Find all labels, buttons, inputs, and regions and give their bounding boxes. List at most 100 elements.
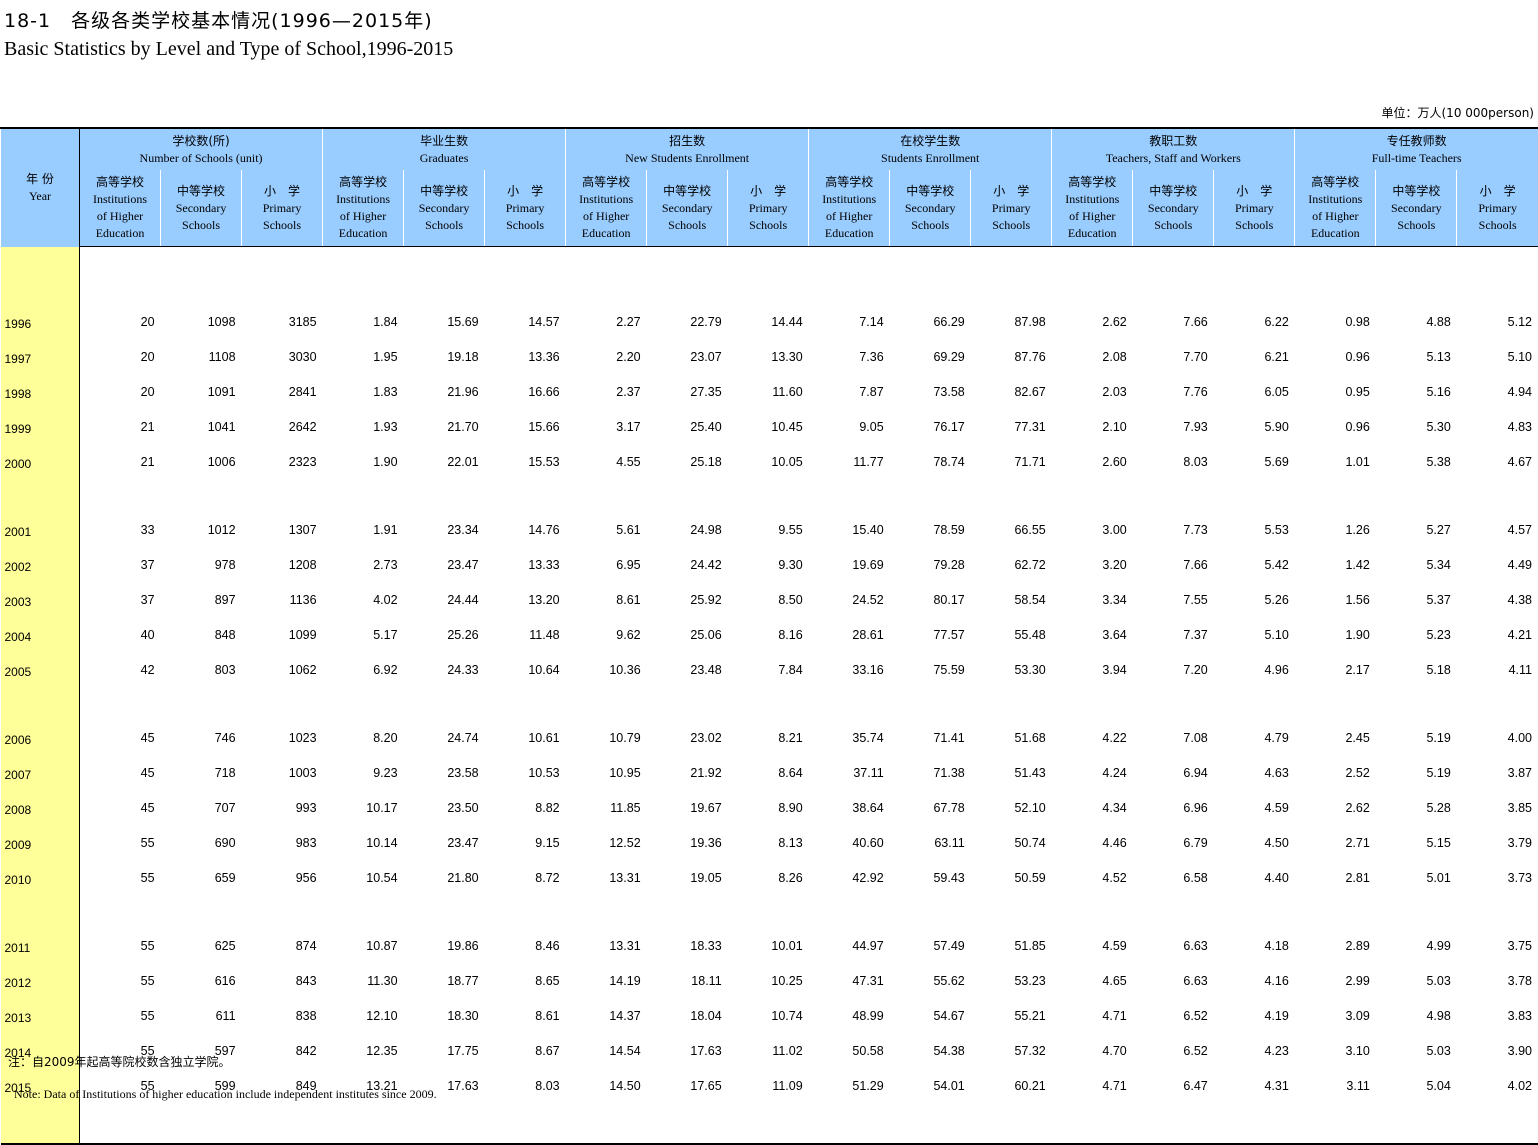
- value-cell: 44.97: [809, 921, 890, 956]
- year-cell: 1999: [1, 402, 80, 437]
- value-cell: 21.92: [647, 748, 728, 783]
- value-cell: 10.45: [728, 402, 809, 437]
- year-cell: 2010: [1, 853, 80, 888]
- value-cell: 3.09: [1295, 991, 1376, 1026]
- value-cell: 1108: [161, 332, 242, 367]
- value-cell: 19.05: [647, 853, 728, 888]
- value-cell: 4.18: [1214, 921, 1295, 956]
- value-cell: 51.43: [971, 748, 1052, 783]
- value-cell: 4.23: [1214, 1026, 1295, 1061]
- value-cell: 2.62: [1295, 783, 1376, 818]
- value-cell: 5.53: [1214, 505, 1295, 540]
- value-cell: 55: [80, 818, 161, 853]
- year-cell: 1996: [1, 297, 80, 332]
- value-cell: 50.59: [971, 853, 1052, 888]
- value-cell: 76.17: [890, 402, 971, 437]
- value-cell: 22.01: [404, 437, 485, 472]
- value-cell: 14.54: [566, 1026, 647, 1061]
- value-cell: 5.27: [1376, 505, 1457, 540]
- value-cell: 20: [80, 367, 161, 402]
- value-cell: 3.64: [1052, 610, 1133, 645]
- value-cell: 23.47: [404, 818, 485, 853]
- value-cell: 2.08: [1052, 332, 1133, 367]
- value-cell: 707: [161, 783, 242, 818]
- value-cell: 16.66: [485, 367, 566, 402]
- value-cell: 11.48: [485, 610, 566, 645]
- value-cell: 5.38: [1376, 437, 1457, 472]
- value-cell: 5.17: [323, 610, 404, 645]
- value-cell: 9.15: [485, 818, 566, 853]
- page-title-cn: 18-1 各级各类学校基本情况(1996—2015年): [4, 6, 433, 33]
- value-cell: 5.18: [1376, 645, 1457, 680]
- year-cell: 2009: [1, 818, 80, 853]
- value-cell: 5.30: [1376, 402, 1457, 437]
- value-cell: 2.20: [566, 332, 647, 367]
- value-cell: 1.83: [323, 367, 404, 402]
- value-cell: 59.43: [890, 853, 971, 888]
- value-cell: 87.76: [971, 332, 1052, 367]
- value-cell: 15.69: [404, 297, 485, 332]
- value-cell: 4.21: [1457, 610, 1538, 645]
- year-cell: 2008: [1, 783, 80, 818]
- value-cell: 14.57: [485, 297, 566, 332]
- value-cell: 6.47: [1133, 1061, 1214, 1096]
- value-cell: 8.03: [1133, 437, 1214, 472]
- value-cell: 6.94: [1133, 748, 1214, 783]
- value-cell: 3.83: [1457, 991, 1538, 1026]
- value-cell: 7.20: [1133, 645, 1214, 680]
- value-cell: 5.19: [1376, 713, 1457, 748]
- value-cell: 11.30: [323, 956, 404, 991]
- value-cell: 2323: [242, 437, 323, 472]
- value-cell: 6.96: [1133, 783, 1214, 818]
- value-cell: 2.37: [566, 367, 647, 402]
- value-cell: 9.05: [809, 402, 890, 437]
- value-cell: 77.57: [890, 610, 971, 645]
- year-cell: 2000: [1, 437, 80, 472]
- value-cell: 8.16: [728, 610, 809, 645]
- value-cell: 1307: [242, 505, 323, 540]
- value-cell: 2.71: [1295, 818, 1376, 853]
- value-cell: 0.98: [1295, 297, 1376, 332]
- value-cell: 4.31: [1214, 1061, 1295, 1096]
- value-cell: 983: [242, 818, 323, 853]
- value-cell: 53.23: [971, 956, 1052, 991]
- value-cell: 2.73: [323, 540, 404, 575]
- value-cell: 5.13: [1376, 332, 1457, 367]
- value-cell: 4.55: [566, 437, 647, 472]
- value-cell: 42.92: [809, 853, 890, 888]
- value-cell: 24.52: [809, 575, 890, 610]
- value-cell: 2.60: [1052, 437, 1133, 472]
- value-cell: 73.58: [890, 367, 971, 402]
- value-cell: 9.62: [566, 610, 647, 645]
- value-cell: 3.17: [566, 402, 647, 437]
- value-cell: 71.71: [971, 437, 1052, 472]
- value-cell: 71.41: [890, 713, 971, 748]
- value-cell: 19.18: [404, 332, 485, 367]
- value-cell: 4.79: [1214, 713, 1295, 748]
- value-cell: 1091: [161, 367, 242, 402]
- value-cell: 19.86: [404, 921, 485, 956]
- value-cell: 13.31: [566, 853, 647, 888]
- value-cell: 21.70: [404, 402, 485, 437]
- value-cell: 21.80: [404, 853, 485, 888]
- value-cell: 1.42: [1295, 540, 1376, 575]
- value-cell: 11.85: [566, 783, 647, 818]
- value-cell: 18.33: [647, 921, 728, 956]
- year-cell: 2013: [1, 991, 80, 1026]
- value-cell: 19.36: [647, 818, 728, 853]
- value-cell: 55: [80, 956, 161, 991]
- value-cell: 11.60: [728, 367, 809, 402]
- value-cell: 803: [161, 645, 242, 680]
- value-cell: 2841: [242, 367, 323, 402]
- year-cell-empty: [1, 888, 80, 921]
- value-cell: 40.60: [809, 818, 890, 853]
